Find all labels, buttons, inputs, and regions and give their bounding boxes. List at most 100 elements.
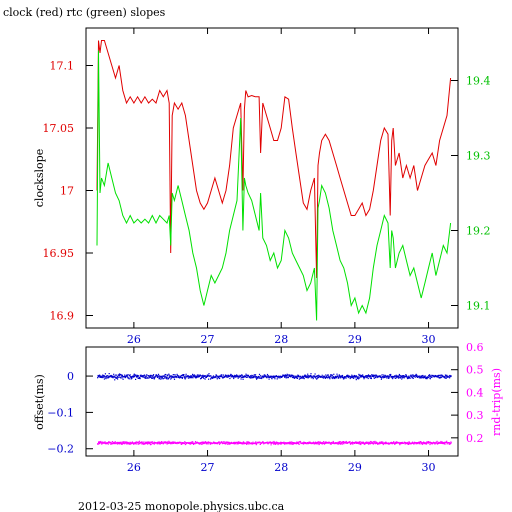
rnd-trip-point bbox=[355, 442, 357, 444]
rnd-trip-point bbox=[220, 442, 222, 444]
offset-point bbox=[159, 376, 161, 378]
offset-point bbox=[200, 375, 202, 377]
rnd-trip-point bbox=[446, 440, 448, 442]
offset-point bbox=[308, 376, 310, 378]
offset-point bbox=[152, 376, 154, 378]
offset-point bbox=[246, 376, 248, 378]
offset-point bbox=[190, 375, 192, 377]
offset-point bbox=[133, 373, 135, 375]
offset-point bbox=[407, 377, 409, 379]
rnd-trip-point bbox=[350, 443, 352, 445]
offset-point bbox=[173, 375, 175, 377]
rnd-trip-point bbox=[275, 443, 277, 445]
offset-point bbox=[131, 377, 133, 380]
offset-point bbox=[201, 376, 204, 378]
x-tick-label: 29 bbox=[348, 461, 362, 474]
rnd-trip-point bbox=[176, 442, 178, 444]
offset-point bbox=[170, 378, 172, 380]
rnd-trip-point bbox=[358, 442, 360, 444]
offset-point bbox=[307, 377, 309, 379]
clockslope-axis-label: clockslope bbox=[33, 149, 46, 207]
offset-point bbox=[411, 375, 413, 377]
offset-point bbox=[354, 377, 356, 379]
offset-point bbox=[440, 376, 442, 378]
rnd-trip-point bbox=[419, 442, 421, 444]
offset-point bbox=[212, 375, 215, 377]
offset-point bbox=[444, 377, 446, 379]
offset-point bbox=[238, 376, 241, 378]
offset-point bbox=[102, 374, 104, 376]
rnd-trip-point bbox=[242, 442, 244, 444]
rnd-trip-point bbox=[272, 441, 274, 443]
offset-point bbox=[296, 375, 298, 377]
offset-point bbox=[360, 376, 362, 378]
offset-point bbox=[215, 374, 217, 376]
y2-tick-label: 0.4 bbox=[466, 386, 484, 399]
offset-point bbox=[430, 374, 432, 376]
rnd-trip-point bbox=[435, 441, 437, 443]
rnd-trip-point bbox=[236, 442, 238, 444]
offset-point bbox=[398, 375, 400, 377]
offset-point bbox=[310, 377, 312, 379]
offset-point bbox=[144, 377, 146, 379]
rnd-trip-point bbox=[173, 442, 175, 444]
rnd-trip-point bbox=[440, 440, 442, 443]
rnd-trip-point bbox=[443, 442, 446, 444]
offset-point bbox=[198, 374, 200, 376]
rnd-trip-point bbox=[300, 441, 302, 443]
rnd-trip-point bbox=[203, 441, 205, 443]
offset-point bbox=[135, 378, 137, 380]
rnd-trip-point bbox=[117, 443, 119, 445]
rnd-trip-point bbox=[181, 443, 183, 445]
footer-text: 2012-03-25 monopole.physics.ubc.ca bbox=[78, 500, 285, 512]
rnd-trip-point bbox=[319, 441, 321, 443]
offset-point bbox=[204, 378, 206, 380]
rnd-trip-point bbox=[224, 442, 226, 445]
rnd-trip-point bbox=[297, 441, 299, 443]
offset-point bbox=[162, 375, 164, 377]
x-tick-label: 28 bbox=[274, 333, 288, 346]
rnd-trip-point bbox=[233, 441, 235, 444]
offset-point bbox=[297, 374, 299, 376]
offset-point bbox=[315, 375, 317, 377]
rnd-trip-point bbox=[436, 442, 438, 444]
rnd-trip-point bbox=[114, 441, 116, 443]
offset-point bbox=[175, 375, 178, 378]
offset-point bbox=[164, 377, 166, 379]
offset-point bbox=[201, 375, 203, 377]
offset-point bbox=[441, 374, 443, 376]
rnd-trip-point bbox=[355, 441, 357, 443]
rnd-trip-point bbox=[364, 443, 366, 445]
offset-point bbox=[301, 376, 303, 378]
offset-point bbox=[416, 375, 418, 377]
rnd-trip-point bbox=[194, 441, 197, 443]
rnd-trip-point bbox=[267, 443, 269, 445]
offset-point bbox=[429, 375, 431, 377]
rnd-trip-point bbox=[431, 442, 433, 444]
offset-point bbox=[167, 376, 169, 378]
offset-point bbox=[144, 375, 146, 377]
rnd-trip-point bbox=[246, 441, 248, 443]
offset-point bbox=[273, 376, 275, 379]
offset-point bbox=[141, 376, 143, 378]
offset-point bbox=[184, 375, 187, 377]
offset-point bbox=[428, 376, 430, 378]
rnd-trip-point bbox=[289, 442, 291, 444]
rnd-trip-point bbox=[341, 441, 344, 443]
offset-point bbox=[181, 377, 183, 379]
offset-point bbox=[284, 376, 286, 378]
offset-point bbox=[214, 376, 216, 378]
offset-point bbox=[245, 375, 247, 378]
rnd-trip-point bbox=[147, 443, 149, 445]
offset-point bbox=[255, 377, 257, 379]
rnd-trip-point bbox=[184, 441, 186, 443]
offset-point bbox=[305, 376, 307, 378]
offset-point bbox=[168, 374, 170, 376]
offset-point bbox=[405, 375, 408, 377]
rnd-trip-point bbox=[238, 441, 240, 443]
rnd-trip-point bbox=[337, 443, 339, 445]
rnd-trip-point bbox=[246, 443, 248, 445]
offset-point bbox=[262, 377, 264, 379]
rnd-trip-point bbox=[443, 443, 445, 445]
offset-point bbox=[262, 375, 264, 377]
